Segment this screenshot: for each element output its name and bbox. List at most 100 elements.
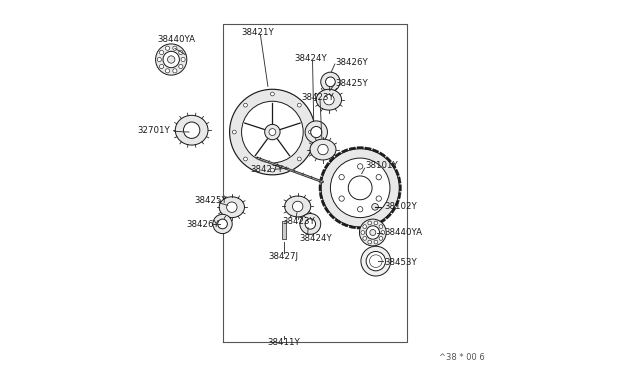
Circle shape bbox=[376, 174, 381, 180]
Circle shape bbox=[168, 56, 175, 63]
Circle shape bbox=[179, 51, 183, 55]
Circle shape bbox=[369, 255, 382, 267]
Wedge shape bbox=[335, 152, 341, 157]
Circle shape bbox=[360, 219, 386, 246]
Text: 38421Y: 38421Y bbox=[242, 28, 275, 37]
Circle shape bbox=[179, 64, 183, 68]
Wedge shape bbox=[380, 152, 386, 157]
Text: 38423Y: 38423Y bbox=[301, 93, 334, 102]
Wedge shape bbox=[385, 213, 392, 219]
Text: 38427J: 38427J bbox=[269, 252, 299, 261]
Circle shape bbox=[361, 246, 390, 276]
Text: 38424Y: 38424Y bbox=[300, 234, 332, 243]
Circle shape bbox=[173, 69, 177, 73]
Circle shape bbox=[159, 51, 164, 55]
Text: 38102Y: 38102Y bbox=[384, 202, 417, 211]
Ellipse shape bbox=[219, 197, 244, 218]
Circle shape bbox=[381, 231, 385, 234]
Ellipse shape bbox=[175, 115, 208, 145]
Wedge shape bbox=[319, 192, 323, 199]
Text: ^38 * 00 6: ^38 * 00 6 bbox=[439, 353, 484, 362]
Wedge shape bbox=[357, 147, 364, 149]
Circle shape bbox=[374, 240, 378, 244]
Text: 38425Y: 38425Y bbox=[195, 196, 227, 205]
Text: 38423Y: 38423Y bbox=[283, 217, 316, 226]
Wedge shape bbox=[319, 177, 323, 183]
Circle shape bbox=[370, 230, 376, 235]
Circle shape bbox=[363, 225, 367, 228]
Circle shape bbox=[300, 214, 321, 234]
Circle shape bbox=[292, 201, 303, 212]
Circle shape bbox=[366, 251, 385, 271]
Circle shape bbox=[326, 77, 335, 87]
Circle shape bbox=[310, 126, 322, 138]
Text: 38425Y: 38425Y bbox=[335, 79, 369, 88]
Wedge shape bbox=[349, 147, 356, 150]
Wedge shape bbox=[399, 185, 401, 191]
Wedge shape bbox=[324, 162, 330, 169]
Circle shape bbox=[368, 221, 372, 225]
Wedge shape bbox=[395, 200, 399, 206]
Circle shape bbox=[227, 202, 237, 212]
Circle shape bbox=[163, 51, 179, 68]
Circle shape bbox=[363, 237, 367, 240]
Circle shape bbox=[318, 144, 328, 155]
Bar bbox=[282, 221, 286, 239]
Circle shape bbox=[271, 92, 275, 96]
Circle shape bbox=[165, 46, 170, 50]
Circle shape bbox=[298, 157, 301, 161]
Circle shape bbox=[330, 158, 390, 218]
Text: 38426Y: 38426Y bbox=[187, 220, 220, 229]
Wedge shape bbox=[391, 207, 396, 214]
Circle shape bbox=[265, 124, 280, 140]
Wedge shape bbox=[342, 149, 348, 153]
Wedge shape bbox=[395, 169, 399, 176]
Wedge shape bbox=[365, 225, 371, 229]
Ellipse shape bbox=[285, 196, 310, 217]
Circle shape bbox=[157, 57, 161, 62]
Wedge shape bbox=[335, 218, 341, 224]
Circle shape bbox=[358, 164, 363, 169]
Text: 38427Y: 38427Y bbox=[250, 165, 283, 174]
Circle shape bbox=[181, 57, 185, 62]
Text: 38411Y: 38411Y bbox=[267, 338, 300, 347]
Circle shape bbox=[366, 226, 380, 239]
Text: 32701Y: 32701Y bbox=[138, 126, 170, 135]
Wedge shape bbox=[357, 227, 364, 229]
Circle shape bbox=[374, 221, 378, 225]
Circle shape bbox=[321, 149, 399, 227]
Wedge shape bbox=[319, 185, 321, 191]
Wedge shape bbox=[380, 218, 386, 224]
Circle shape bbox=[305, 121, 328, 143]
Circle shape bbox=[379, 237, 383, 240]
Wedge shape bbox=[324, 207, 330, 214]
Text: 38440YA: 38440YA bbox=[157, 35, 195, 44]
Circle shape bbox=[379, 225, 383, 228]
Wedge shape bbox=[391, 162, 396, 169]
Circle shape bbox=[308, 130, 312, 134]
Text: 38440YA: 38440YA bbox=[384, 228, 422, 237]
Wedge shape bbox=[329, 213, 335, 219]
Wedge shape bbox=[372, 149, 379, 153]
Circle shape bbox=[271, 168, 275, 172]
Text: 38453Y: 38453Y bbox=[385, 258, 417, 267]
Circle shape bbox=[184, 122, 200, 138]
Circle shape bbox=[244, 157, 248, 161]
Circle shape bbox=[232, 130, 236, 134]
Circle shape bbox=[361, 231, 365, 234]
Circle shape bbox=[368, 240, 372, 244]
Wedge shape bbox=[365, 147, 371, 150]
Wedge shape bbox=[398, 192, 401, 199]
Circle shape bbox=[244, 103, 248, 107]
Wedge shape bbox=[398, 177, 401, 183]
Text: 38101Y: 38101Y bbox=[365, 161, 398, 170]
Circle shape bbox=[156, 44, 187, 75]
Circle shape bbox=[324, 94, 334, 105]
Circle shape bbox=[376, 196, 381, 201]
Circle shape bbox=[339, 196, 344, 201]
Polygon shape bbox=[257, 157, 323, 183]
Wedge shape bbox=[385, 157, 392, 163]
Circle shape bbox=[213, 214, 232, 234]
Wedge shape bbox=[342, 223, 348, 227]
Circle shape bbox=[348, 176, 372, 200]
